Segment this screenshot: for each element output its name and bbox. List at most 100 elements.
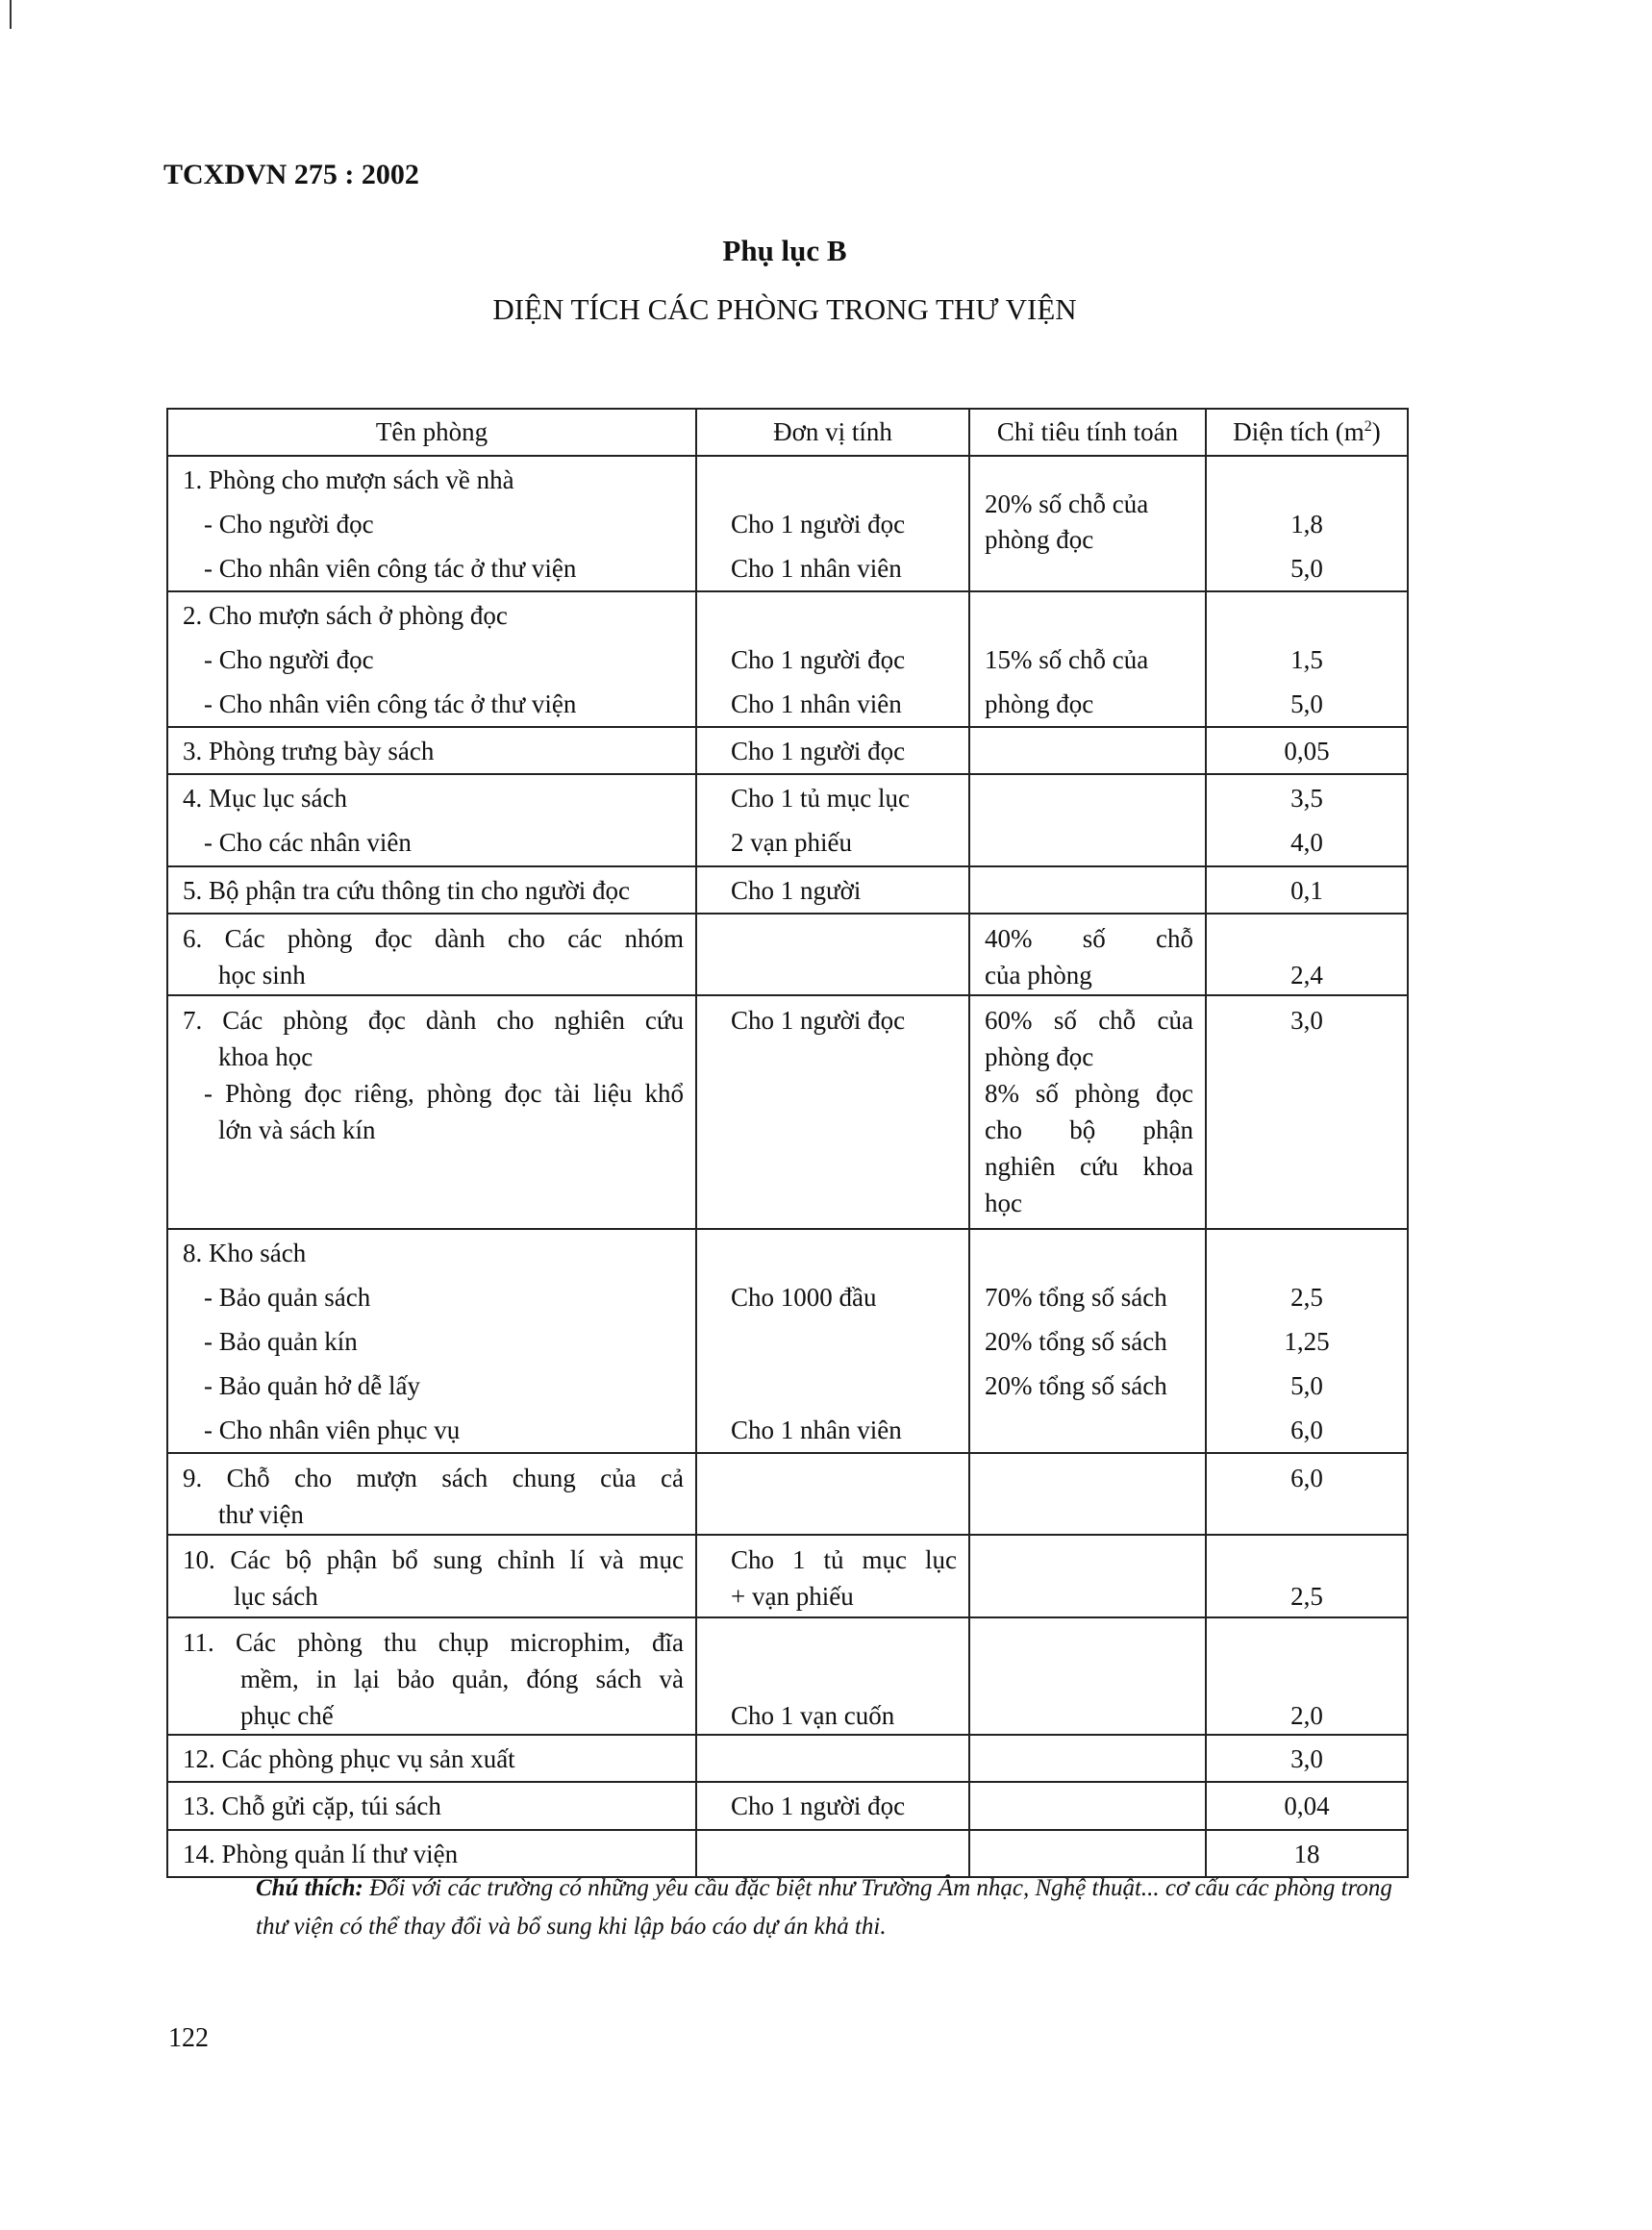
cell-area: 1,5 5,0 xyxy=(1205,590,1409,728)
unit-line: Cho 1 nhân viên xyxy=(731,554,902,583)
area-line xyxy=(1208,458,1406,502)
column-header-room-name: Tên phòng xyxy=(166,408,697,457)
table-row: 7. Các phòng đọc dành cho nghiên cứu khoa… xyxy=(166,994,1409,1230)
cell-name: 14. Phòng quản lí thư viện xyxy=(166,1829,697,1878)
area-line xyxy=(1208,1624,1406,1661)
name-line: 7. Các phòng đọc dành cho nghiên cứu xyxy=(183,1006,684,1035)
criteria-line: cho bộ phận xyxy=(985,1115,1193,1144)
cell-name: 3. Phòng trưng bày sách xyxy=(166,726,697,775)
cell-name: 13. Chỗ gửi cặp, túi sách xyxy=(166,1781,697,1831)
cell-area: 1,8 5,0 xyxy=(1205,455,1409,592)
area-line: 0,05 xyxy=(1284,737,1330,765)
area-header-superscript: 2 xyxy=(1364,418,1372,435)
cell-criteria: 20% số chỗ của phòng đọc xyxy=(968,455,1207,592)
cell-criteria xyxy=(968,1452,1207,1536)
area-header-text: Diện tích (m xyxy=(1233,417,1364,446)
name-line: khoa học xyxy=(218,1042,313,1071)
cell-area: 0,04 xyxy=(1205,1781,1409,1831)
unit-line: Cho 1 người đọc xyxy=(731,645,906,674)
criteria-line: 8% số phòng đọc xyxy=(985,1079,1193,1108)
cell-unit xyxy=(695,1829,970,1878)
area-line: 5,0 xyxy=(1290,689,1323,718)
cell-name: 5. Bộ phận tra cứu thông tin cho người đ… xyxy=(166,865,697,915)
criteria-line: phòng đọc xyxy=(985,525,1094,554)
area-line: 2,0 xyxy=(1290,1701,1323,1730)
name-line: 3. Phòng trưng bày sách xyxy=(183,737,435,765)
area-header-close: ) xyxy=(1371,417,1381,446)
unit-line: Cho 1 người đọc xyxy=(731,1006,906,1035)
cell-unit: Cho 1 vạn cuốn xyxy=(695,1616,970,1736)
area-line: 2,4 xyxy=(1290,961,1323,990)
area-line: 3,0 xyxy=(1290,1744,1323,1773)
unit-line xyxy=(731,458,957,502)
table-row: 4. Mục lục sách - Cho các nhân viên Cho 1 … xyxy=(166,773,1409,867)
unit-line: Cho 1 người đọc xyxy=(731,1792,906,1820)
name-line: 13. Chỗ gửi cặp, túi sách xyxy=(183,1792,441,1820)
unit-line: 2 vạn phiếu xyxy=(731,828,852,857)
name-line: 2. Cho mượn sách ở phòng đọc xyxy=(183,601,508,630)
table-row: 13. Chỗ gửi cặp, túi sách Cho 1 người đọc… xyxy=(166,1781,1409,1831)
name-line: 4. Mục lục sách xyxy=(183,784,347,813)
cell-unit: Cho 1 người đọc xyxy=(695,1781,970,1831)
column-header-area: Diện tích (m2) xyxy=(1205,408,1409,457)
table-row: 1. Phòng cho mượn sách về nhà - Cho người… xyxy=(166,455,1409,592)
cell-unit: Cho 1 tủ mục lục 2 vạn phiếu xyxy=(695,773,970,867)
cell-area: 2,5 xyxy=(1205,1534,1409,1618)
footnote-text: Đối với các trường có những yêu cầu đặc … xyxy=(256,1875,1392,1940)
unit-line: Cho 1 nhân viên xyxy=(731,689,902,718)
criteria-line: 20% tổng số sách xyxy=(985,1371,1167,1400)
area-line xyxy=(1208,920,1406,957)
area-line: 6,0 xyxy=(1290,1416,1323,1444)
footnote-label: Chú thích: xyxy=(256,1875,363,1901)
cell-unit xyxy=(695,1452,970,1536)
page-number: 122 xyxy=(168,2023,209,2053)
cell-unit: Cho 1000 đầu Cho 1 nhân viên xyxy=(695,1228,970,1454)
table-row: 14. Phòng quản lí thư viện 18 xyxy=(166,1829,1409,1878)
area-line: 18 xyxy=(1293,1840,1320,1868)
table-row: 5. Bộ phận tra cứu thông tin cho người đ… xyxy=(166,865,1409,915)
cell-name: 2. Cho mượn sách ở phòng đọc - Cho người … xyxy=(166,590,697,728)
cell-name: 11. Các phòng thu chụp microphim, đĩa mềm… xyxy=(166,1616,697,1736)
name-line: phục chế xyxy=(240,1701,334,1730)
criteria-line: 70% tổng số sách xyxy=(985,1283,1167,1312)
scan-mark xyxy=(10,0,12,29)
unit-line: Cho 1000 đầu xyxy=(731,1283,877,1312)
table-header-row: Tên phòng Đơn vị tính Chỉ tiêu tính toán… xyxy=(166,408,1409,457)
area-line: 1,25 xyxy=(1284,1327,1330,1356)
criteria-line: 60% số chỗ của xyxy=(985,1006,1193,1035)
cell-area: 3,0 xyxy=(1205,994,1409,1230)
area-line: 0,04 xyxy=(1284,1792,1330,1820)
column-header-criteria: Chỉ tiêu tính toán xyxy=(968,408,1207,457)
cell-unit: Cho 1 người đọc xyxy=(695,726,970,775)
cell-criteria xyxy=(968,1616,1207,1736)
name-line: 1. Phòng cho mượn sách về nhà xyxy=(183,465,514,494)
name-line: - Phòng đọc riêng, phòng đọc tài liệu kh… xyxy=(204,1079,684,1108)
area-line: 5,0 xyxy=(1290,1371,1323,1400)
name-line: - Bảo quản kín xyxy=(204,1327,358,1356)
cell-area: 2,4 xyxy=(1205,913,1409,996)
criteria-line xyxy=(985,593,1193,638)
table-row: 12. Các phòng phục vụ sản xuất 3,0 xyxy=(166,1734,1409,1783)
cell-area: 0,05 xyxy=(1205,726,1409,775)
name-line: - Cho người đọc xyxy=(204,645,374,674)
name-line: 14. Phòng quản lí thư viện xyxy=(183,1840,459,1868)
page-title: DIỆN TÍCH CÁC PHÒNG TRONG THƯ VIỆN xyxy=(492,292,1077,326)
criteria-line: 20% tổng số sách xyxy=(985,1327,1167,1356)
name-line: học sinh xyxy=(218,961,306,990)
cell-criteria: 70% tổng số sách 20% tổng số sách 20% tổng… xyxy=(968,1228,1207,1454)
area-line xyxy=(1208,1231,1406,1275)
unit-line: Cho 1 tủ mục lục xyxy=(731,1545,957,1574)
room-area-table: Tên phòng Đơn vị tính Chỉ tiêu tính toán… xyxy=(166,408,1409,1878)
table-row: 2. Cho mượn sách ở phòng đọc - Cho người … xyxy=(166,590,1409,728)
criteria-line xyxy=(985,1231,1193,1275)
table-row: 9. Chỗ cho mượn sách chung của cả thư việ… xyxy=(166,1452,1409,1536)
area-line: 2,5 xyxy=(1290,1283,1323,1312)
criteria-line: học xyxy=(985,1189,1022,1217)
area-line: 3,0 xyxy=(1290,1006,1323,1035)
area-line: 1,5 xyxy=(1290,645,1323,674)
cell-name: 7. Các phòng đọc dành cho nghiên cứu khoa… xyxy=(166,994,697,1230)
criteria-line: của phòng xyxy=(985,961,1092,990)
appendix-heading: Phụ lục B xyxy=(722,234,847,267)
cell-area: 2,5 1,25 5,0 6,0 xyxy=(1205,1228,1409,1454)
unit-line: Cho 1 người đọc xyxy=(731,510,906,539)
